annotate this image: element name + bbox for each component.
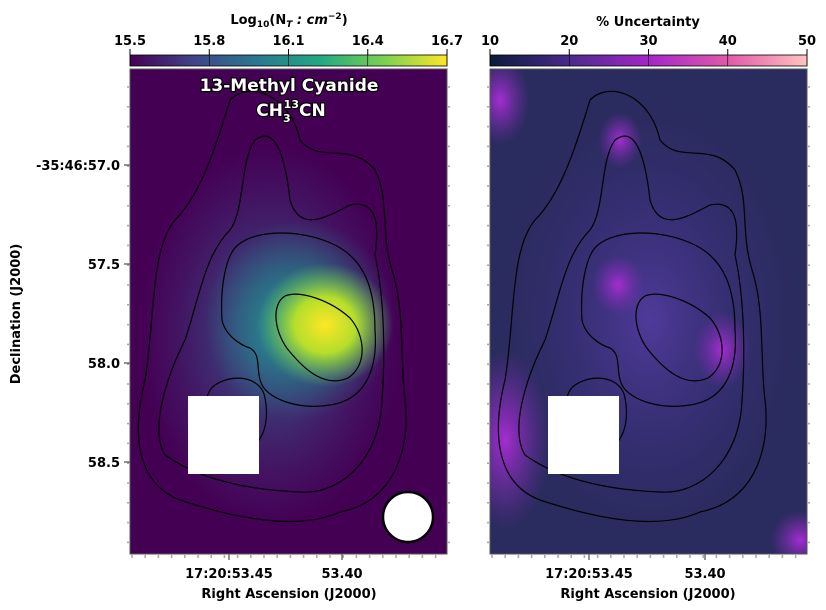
left-x-axis-title: Right Ascension (J2000) — [201, 587, 376, 602]
density-colorbar-tick-label-4: 16.7 — [431, 34, 463, 49]
y-tick-label-4: 58.5 — [88, 456, 120, 471]
density-colorbar-tick-label-2: 16.1 — [272, 34, 304, 49]
uncertainty-top-blob — [598, 112, 642, 168]
right-axis-ticks — [487, 86, 810, 560]
left-axis-ticks — [124, 86, 450, 560]
uncertainty-colorbar-ticks: 10 20 30 40 50 — [481, 34, 816, 66]
uncertainty-colorbar-label: % Uncertainty — [596, 15, 700, 30]
beam-circle — [381, 490, 435, 544]
map-title: 13-Methyl Cyanide — [200, 76, 379, 96]
uncertainty-colorbar-tick-label-1: 20 — [560, 34, 578, 49]
density-colorbar-tick-label-0: 15.5 — [114, 34, 146, 49]
density-colorbar-tick-label-3: 16.4 — [352, 34, 384, 49]
left-panel: 13-Methyl Cyanide CH313CN 15.5 15.8 16.1 16… — [9, 12, 463, 602]
masked-region-right — [548, 396, 619, 474]
density-colorbar-ticks: 15.5 15.8 16.1 16.4 16.7 — [114, 34, 463, 66]
left-x-tick-label-1: 17:20:53.45 — [185, 567, 273, 582]
y-axis-title: Declination (J2000) — [9, 244, 24, 385]
right-x-tick-label-1: 17:20:53.45 — [545, 567, 633, 582]
density-colorbar-tick-label-1: 15.8 — [193, 34, 225, 49]
y-tick-label-3: 58.0 — [88, 357, 120, 372]
density-colorbar-label: Log10(NT : cm−2) — [230, 12, 347, 30]
left-x-tick-label-2: 53.40 — [321, 567, 362, 582]
right-panel: 10 20 30 40 50 % Uncertainty 17:20:53.45 53.… — [481, 15, 816, 602]
left-map-frame — [129, 68, 448, 555]
right-x-axis-title: Right Ascension (J2000) — [560, 587, 735, 602]
y-tick-label-2: 57.5 — [88, 258, 120, 273]
y-tick-label-1: -35:46:57.0 — [36, 159, 120, 174]
molecule-formula: CH313CN — [256, 98, 325, 125]
uncertainty-colorbar-tick-label-0: 10 — [481, 34, 499, 49]
uncertainty-colorbar-tick-label-2: 30 — [639, 34, 657, 49]
uncertainty-colorbar-tick-label-3: 40 — [719, 34, 737, 49]
uncertainty-center-blob — [592, 255, 644, 315]
uncertainty-top-left — [490, 69, 530, 145]
masked-region — [188, 396, 259, 474]
right-x-tick-label-2: 53.40 — [684, 567, 725, 582]
right-map-frame — [489, 68, 808, 555]
uncertainty-colorbar-tick-label-4: 50 — [798, 34, 816, 49]
uncertainty-bottom-right — [770, 510, 807, 554]
